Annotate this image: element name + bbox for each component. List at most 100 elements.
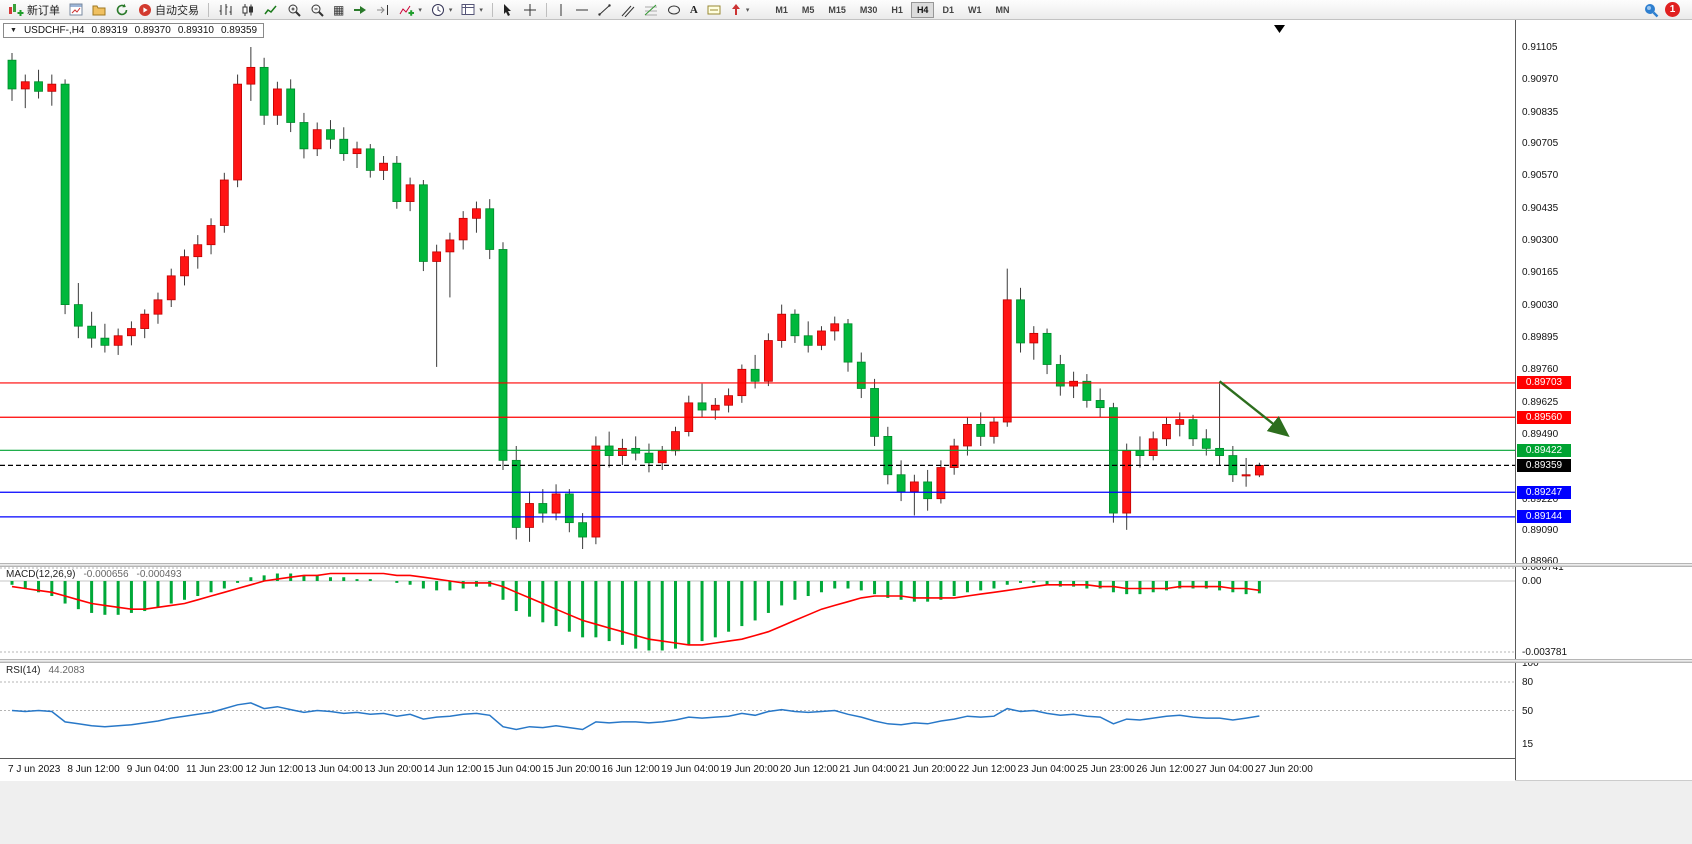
arrows-tool-button[interactable]: ▾	[726, 1, 754, 19]
candlestick-mode-button[interactable]	[237, 1, 259, 19]
time-axis-label: 19 Jun 20:00	[720, 764, 779, 775]
time-axis[interactable]: 7 J un 2023 8 Jun 12:00 9 Jun 04:00 11 Jun …	[0, 758, 1515, 781]
zoom-out-button[interactable]	[306, 1, 328, 19]
search-icon[interactable]	[1643, 2, 1659, 18]
templates-button[interactable]: ▾	[457, 1, 487, 19]
vertical-line-tool-button[interactable]	[552, 1, 570, 19]
time-axis-label: 9 Jun 04:00	[126, 764, 180, 775]
toolbar-separator	[208, 2, 209, 17]
macd-axis-label: 0.000741	[1522, 562, 1564, 574]
price-chart-canvas[interactable]	[0, 20, 1515, 563]
price-axis-label: 0.90435	[1522, 202, 1559, 214]
text-tool-button[interactable]: A	[686, 1, 702, 19]
price-axis-label: 0.89490	[1522, 428, 1559, 440]
price-axis-label: 0.90970	[1522, 74, 1559, 86]
chart-shift-icon	[376, 3, 390, 17]
rsi-panel[interactable]: RSI(14) 44.2083	[0, 663, 1515, 758]
price-axis-label: 0.89625	[1522, 396, 1559, 408]
chart-shift-marker-icon[interactable]	[1274, 25, 1285, 33]
timeframe-button-h1[interactable]: H1	[885, 2, 909, 18]
time-axis-label: 21 Jun 04:00	[839, 764, 898, 775]
new-chart-button[interactable]	[65, 1, 87, 19]
macd-label-row: MACD(12,26,9) -0.000656 -0.000493	[6, 569, 182, 580]
label-tool-button[interactable]	[703, 1, 725, 19]
timeframe-button-m30[interactable]: M30	[854, 2, 884, 18]
trendline-tool-button[interactable]	[594, 1, 616, 19]
zoom-in-button[interactable]	[283, 1, 305, 19]
ohlc-close: 0.89359	[220, 25, 258, 36]
timeframe-button-mn[interactable]: MN	[989, 2, 1015, 18]
rsi-axis-label: 80	[1522, 677, 1534, 688]
fibonacci-tool-button[interactable]	[640, 1, 662, 19]
cursor-tool-button[interactable]	[498, 1, 518, 19]
price-axis-label: 0.91105	[1522, 42, 1558, 53]
toolbar-right-group: 1	[1643, 2, 1688, 18]
ellipse-icon	[667, 4, 681, 16]
time-axis-label: 11 Jun 23:00	[186, 764, 244, 775]
timeframe-button-w1[interactable]: W1	[962, 2, 988, 18]
chevron-down-icon: ▾	[418, 6, 422, 14]
horizontal-line-tool-button[interactable]	[571, 1, 593, 19]
shapes-tool-button[interactable]	[663, 1, 685, 19]
price-level-badge: 0.89422	[1517, 443, 1571, 457]
new-order-button[interactable]: 新订单	[4, 1, 64, 19]
chart-shift-button[interactable]	[372, 1, 394, 19]
price-axis-label: 0.89090	[1522, 524, 1559, 536]
price-axis-label: 0.90835	[1522, 106, 1559, 118]
symbol-tab[interactable]: ▼ USDCHF-,H4 0.89319 0.89370 0.89310 0.8…	[3, 23, 265, 38]
zoom-in-icon	[287, 3, 301, 17]
refresh-button[interactable]	[111, 1, 133, 19]
price-axis-label: 0.90570	[1522, 170, 1559, 182]
notification-badge[interactable]: 1	[1665, 2, 1680, 17]
panel-splitter[interactable]	[0, 659, 1692, 663]
trend-arrow-annotation[interactable]	[1218, 380, 1290, 437]
rsi-axis-label: 15	[1522, 738, 1534, 750]
macd-value-signal: -0.000493	[136, 569, 182, 580]
panel-splitter[interactable]	[0, 563, 1692, 567]
time-axis-label: 8 Jun 12:00	[67, 764, 120, 775]
auto-trading-button[interactable]: 自动交易	[134, 1, 203, 19]
chevron-down-icon: ▾	[448, 6, 453, 14]
price-chart-panel[interactable]: ▼ USDCHF-,H4 0.89319 0.89370 0.89310 0.8…	[0, 20, 1515, 563]
ohlc-high: 0.89370	[134, 25, 171, 36]
time-axis-label: 23 Jun 04:00	[1017, 764, 1076, 775]
new-order-label: 新订单	[27, 4, 60, 17]
macd-signal-line	[11, 572, 1260, 646]
price-level-badge: 0.89144	[1517, 510, 1571, 524]
time-axis-label: 25 Jun 23:00	[1076, 764, 1135, 775]
refresh-icon	[115, 3, 129, 17]
toolbar-separator	[491, 2, 493, 17]
macd-canvas[interactable]	[0, 567, 1515, 659]
price-axis-label: 0.90705	[1522, 137, 1559, 149]
timeframe-button-m5[interactable]: M5	[796, 2, 821, 18]
profiles-folder-icon	[92, 3, 106, 16]
tile-windows-button[interactable]: ▦	[329, 1, 348, 19]
time-axis-label: 15 Jun 04:00	[483, 764, 541, 775]
text-label-icon	[707, 4, 721, 16]
arrow-symbol-icon	[730, 3, 742, 16]
indicators-button[interactable]: ▾	[395, 1, 426, 19]
macd-panel[interactable]: MACD(12,26,9) -0.000656 -0.000493	[0, 567, 1515, 659]
timeframe-button-d1[interactable]: D1	[936, 2, 960, 18]
price-axis-label: 0.89220	[1522, 493, 1559, 505]
crosshair-tool-button[interactable]	[519, 1, 541, 19]
rsi-canvas[interactable]	[0, 663, 1515, 758]
periods-button[interactable]: ▾	[427, 1, 457, 19]
timeframe-button-m1[interactable]: M1	[769, 2, 794, 18]
timeframe-button-h4[interactable]: H4	[910, 1, 935, 18]
dropdown-triangle-icon: ▼	[10, 27, 17, 34]
price-axis-label: 0.90300	[1522, 234, 1559, 246]
horizontal-line-icon	[575, 5, 589, 15]
macd-histogram	[10, 573, 1261, 651]
profiles-button[interactable]	[88, 1, 110, 19]
bar-chart-mode-button[interactable]	[214, 1, 236, 19]
channel-tool-button[interactable]	[617, 1, 639, 19]
symbol-title: USDCHF-,H4	[23, 25, 85, 36]
timeframe-toolbar: M1 M5 M15 M30 H1 H4 D1 W1 MN	[768, 1, 1016, 18]
price-axis[interactable]: 0.91105 0.90970 0.90835 0.90705 0.90570 0.904…	[1515, 20, 1692, 780]
time-axis-label: 27 Jun 20:00	[1254, 764, 1313, 775]
price-axis-label: 0.90165	[1522, 267, 1559, 279]
line-chart-mode-button[interactable]	[260, 1, 282, 19]
auto-scroll-button[interactable]	[349, 1, 371, 19]
timeframe-button-m15[interactable]: M15	[822, 2, 852, 18]
